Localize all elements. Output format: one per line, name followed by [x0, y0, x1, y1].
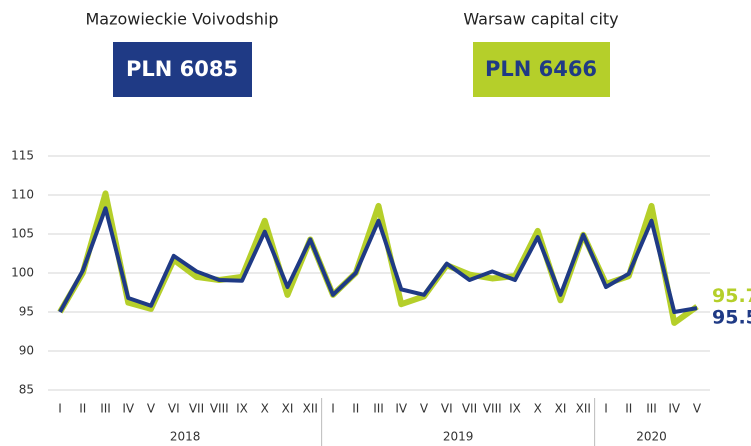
series-line: [57, 190, 699, 326]
x-tick-label: V: [693, 402, 702, 416]
x-tick-label: VI: [441, 402, 453, 416]
group-label: 2019: [443, 430, 474, 444]
x-tick-label: XII: [303, 402, 318, 416]
x-tick-label: I: [604, 402, 608, 416]
x-tick-label: III: [373, 402, 384, 416]
x-tick-label: X: [261, 402, 269, 416]
end-label: 95.5: [712, 307, 751, 329]
x-tick-label: V: [420, 402, 429, 416]
series-line: [58, 206, 698, 314]
x-tick-label: III: [100, 402, 111, 416]
x-tick-label: III: [646, 402, 657, 416]
x-tick-label: VII: [189, 402, 204, 416]
x-tick-label: VIII: [210, 402, 229, 416]
x-tick-label: IV: [668, 402, 681, 416]
x-tick-label: IV: [395, 402, 408, 416]
y-tick-label: 90: [19, 344, 34, 358]
y-tick-label: 105: [11, 227, 34, 241]
y-tick-label: 85: [19, 383, 34, 397]
end-label: 95.7: [712, 285, 751, 307]
region-label: Mazowieckie Voivodship: [85, 10, 278, 29]
x-tick-label: XII: [576, 402, 591, 416]
group-label: 2018: [170, 430, 201, 444]
group-label: 2020: [636, 430, 667, 444]
x-tick-label: I: [331, 402, 335, 416]
region-salary: PLN 6085: [126, 57, 238, 81]
x-tick-label: I: [58, 402, 62, 416]
region-box: [113, 42, 252, 97]
x-tick-label: XI: [282, 402, 294, 416]
y-tick-label: 100: [11, 266, 34, 280]
x-tick-label: II: [79, 402, 86, 416]
y-tick-label: 115: [11, 149, 34, 163]
x-tick-label: VII: [462, 402, 477, 416]
x-tick-label: VIII: [483, 402, 502, 416]
x-tick-label: II: [625, 402, 632, 416]
x-tick-label: IV: [122, 402, 135, 416]
city-label: Warsaw capital city: [463, 10, 618, 29]
x-tick-label: V: [147, 402, 156, 416]
x-tick-label: IX: [509, 402, 521, 416]
y-tick-label: 110: [11, 188, 34, 202]
x-tick-label: XI: [555, 402, 567, 416]
city-box: [473, 42, 610, 97]
city-salary: PLN 6466: [485, 57, 597, 81]
x-tick-label: II: [352, 402, 359, 416]
x-tick-label: X: [534, 402, 542, 416]
x-tick-label: IX: [236, 402, 248, 416]
x-tick-label: VI: [168, 402, 180, 416]
y-tick-label: 95: [19, 305, 34, 319]
